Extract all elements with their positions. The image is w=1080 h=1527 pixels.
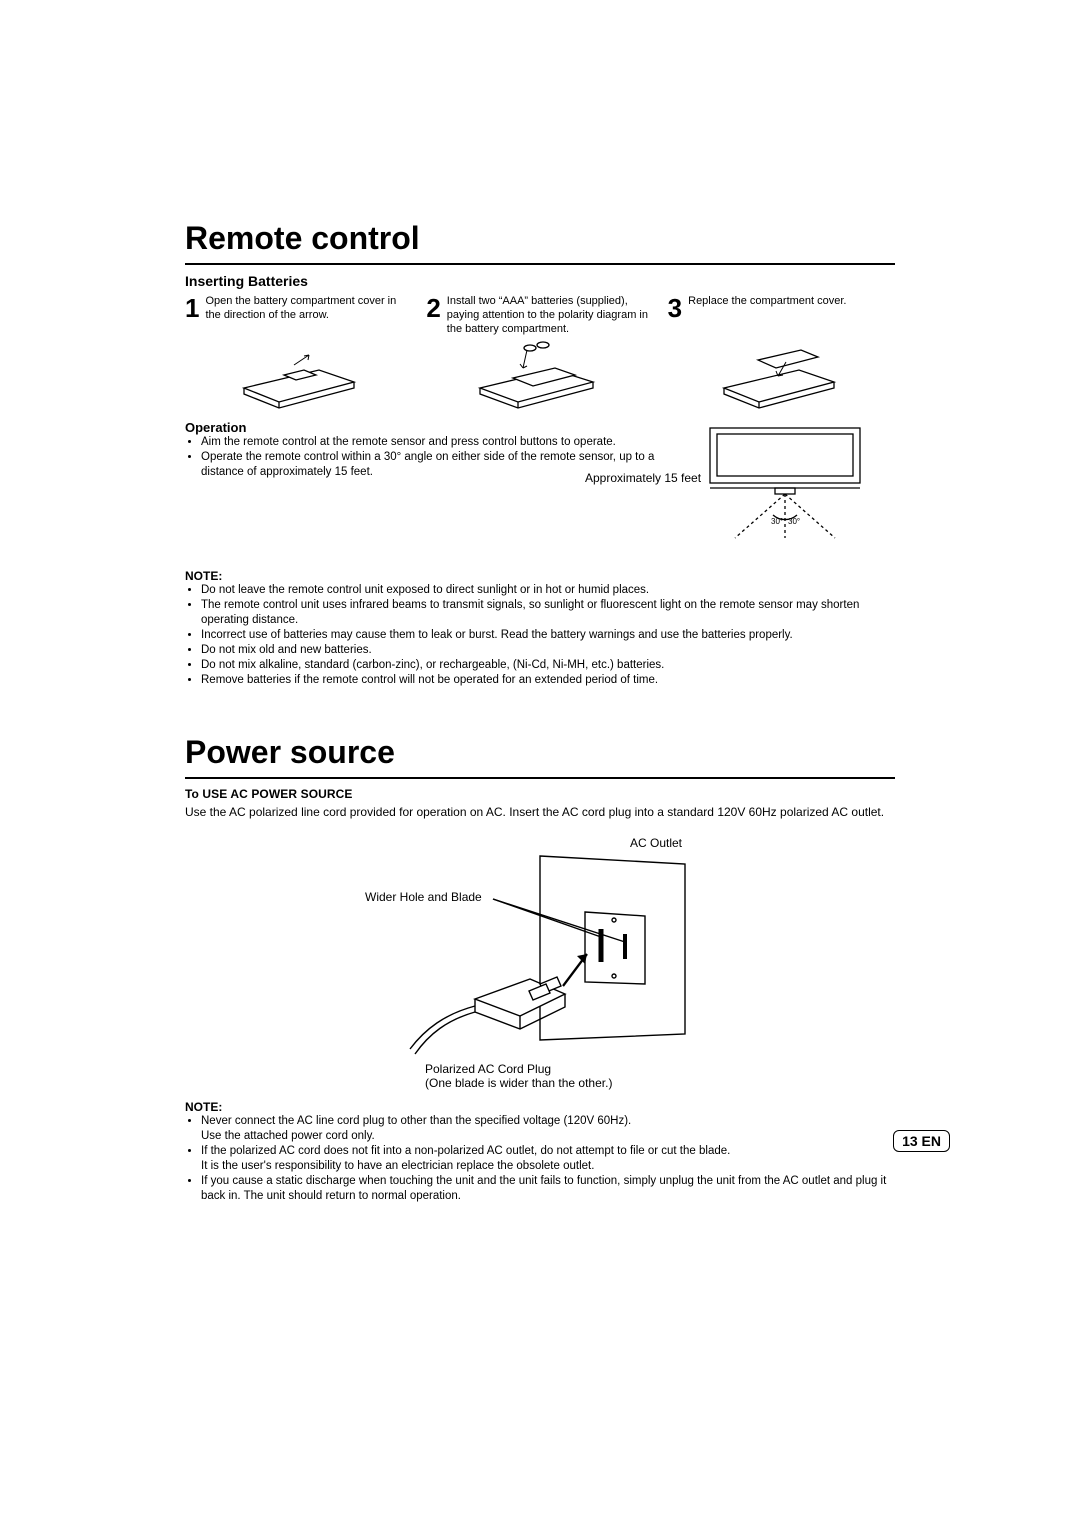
operation-left: Operation Aim the remote control at the … bbox=[185, 420, 655, 557]
step-2-text: Install two “AAA” batteries (supplied), … bbox=[447, 295, 654, 336]
wider-hole-label: Wider Hole and Blade bbox=[365, 890, 482, 904]
operation-figure-block: 30° 30° Approximately 15 feet bbox=[675, 420, 895, 557]
plug-label-2: (One blade is wider than the other.) bbox=[325, 1076, 755, 1090]
remote-note-5: Do not mix alkaline, standard (carbon-zi… bbox=[201, 658, 895, 673]
power-note-3: If you cause a static discharge when tou… bbox=[201, 1174, 895, 1204]
remote-title: Remote control bbox=[185, 220, 895, 257]
step-1-figure bbox=[185, 340, 412, 410]
operation-block: Operation Aim the remote control at the … bbox=[185, 420, 895, 557]
step-3-text: Replace the compartment cover. bbox=[688, 295, 846, 309]
remote-note-1: Do not leave the remote control unit exp… bbox=[201, 583, 895, 598]
page-number: 13 EN bbox=[893, 1130, 950, 1152]
power-note-2a: If the polarized AC cord does not fit in… bbox=[201, 1145, 730, 1157]
remote-note-bullets: Do not leave the remote control unit exp… bbox=[185, 583, 895, 688]
power-note-1b: Use the attached power cord only. bbox=[201, 1130, 375, 1142]
remote-close-cover-icon bbox=[706, 340, 856, 410]
step-3-number: 3 bbox=[668, 295, 682, 321]
step-2-figure bbox=[426, 340, 653, 410]
power-rule bbox=[185, 777, 895, 779]
remote-control-section: Remote control Inserting Batteries 1 Ope… bbox=[185, 220, 895, 688]
remote-open-cover-icon bbox=[224, 340, 374, 410]
power-source-section: Power source To USE AC POWER SOURCE Use … bbox=[185, 734, 895, 1204]
power-title: Power source bbox=[185, 734, 895, 771]
operation-heading: Operation bbox=[185, 420, 655, 435]
step-1-text: Open the battery compartment cover in th… bbox=[205, 295, 412, 323]
distance-label: Approximately 15 feet bbox=[585, 471, 715, 485]
remote-insert-batteries-icon bbox=[465, 340, 615, 410]
page: Remote control Inserting Batteries 1 Ope… bbox=[0, 0, 1080, 1204]
power-note-2: If the polarized AC cord does not fit in… bbox=[201, 1144, 895, 1174]
ac-body: Use the AC polarized line cord provided … bbox=[185, 805, 895, 821]
remote-note-3: Incorrect use of batteries may cause the… bbox=[201, 628, 895, 643]
ac-heading: To USE AC POWER SOURCE bbox=[185, 787, 895, 801]
remote-rule bbox=[185, 263, 895, 265]
remote-note-6: Remove batteries if the remote control w… bbox=[201, 673, 895, 688]
ac-figure: AC Outlet Wider Hole and Blade bbox=[325, 834, 755, 1074]
power-note-bullets: Never connect the AC line cord plug to o… bbox=[185, 1114, 895, 1204]
battery-step-figures bbox=[185, 340, 895, 410]
step-1: 1 Open the battery compartment cover in … bbox=[185, 295, 412, 336]
step-2-number: 2 bbox=[426, 295, 440, 321]
ac-outlet-plug-icon bbox=[325, 834, 755, 1074]
remote-note-heading: NOTE: bbox=[185, 569, 895, 583]
power-note-1a: Never connect the AC line cord plug to o… bbox=[201, 1115, 631, 1127]
deg-right: 30° bbox=[788, 517, 800, 526]
step-3-figure bbox=[668, 340, 895, 410]
deg-left: 30° bbox=[771, 517, 783, 526]
inserting-batteries-heading: Inserting Batteries bbox=[185, 273, 895, 289]
ac-outlet-label: AC Outlet bbox=[630, 836, 682, 850]
step-1-number: 1 bbox=[185, 295, 199, 321]
power-note-heading: NOTE: bbox=[185, 1100, 895, 1114]
operation-bullet-1: Aim the remote control at the remote sen… bbox=[201, 435, 655, 450]
power-note-1: Never connect the AC line cord plug to o… bbox=[201, 1114, 895, 1144]
step-3: 3 Replace the compartment cover. bbox=[668, 295, 895, 336]
remote-note-4: Do not mix old and new batteries. bbox=[201, 643, 895, 658]
remote-note-2: The remote control unit uses infrared be… bbox=[201, 598, 895, 628]
step-2: 2 Install two “AAA” batteries (supplied)… bbox=[426, 295, 653, 336]
battery-steps: 1 Open the battery compartment cover in … bbox=[185, 295, 895, 336]
power-note-2b: It is the user's responsibility to have … bbox=[201, 1160, 594, 1172]
